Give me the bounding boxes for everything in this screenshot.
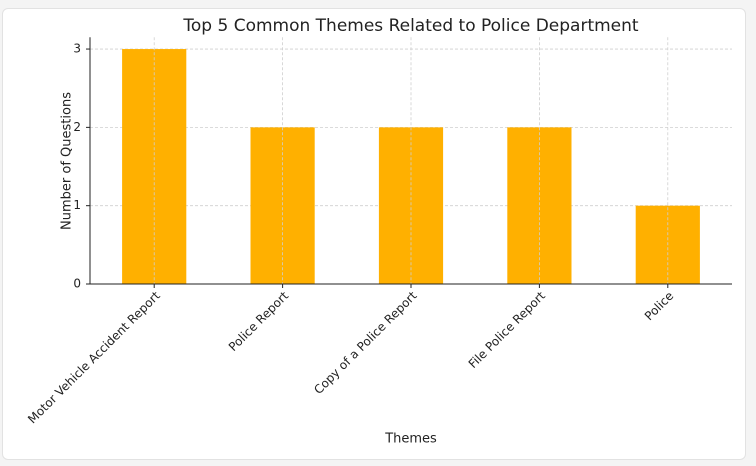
x-tick-label: Motor Vehicle Accident Report bbox=[25, 288, 163, 426]
x-tick-label: File Police Report bbox=[466, 288, 548, 370]
y-axis-label: Number of Questions bbox=[60, 92, 75, 230]
bar bbox=[250, 127, 315, 284]
y-tick-label: 2 bbox=[73, 120, 81, 134]
x-tick-label: Police bbox=[642, 289, 677, 324]
chart-title: Top 5 Common Themes Related to Police De… bbox=[182, 16, 639, 36]
y-tick-label: 3 bbox=[73, 42, 81, 56]
y-tick-label: 1 bbox=[73, 198, 81, 212]
x-tick-label: Copy of a Police Report bbox=[311, 288, 420, 397]
bar bbox=[378, 127, 444, 284]
x-axis-label: Themes bbox=[384, 432, 437, 447]
x-tick-label: Police Report bbox=[226, 288, 292, 354]
bar bbox=[507, 127, 572, 284]
y-tick-label: 0 bbox=[73, 277, 81, 291]
